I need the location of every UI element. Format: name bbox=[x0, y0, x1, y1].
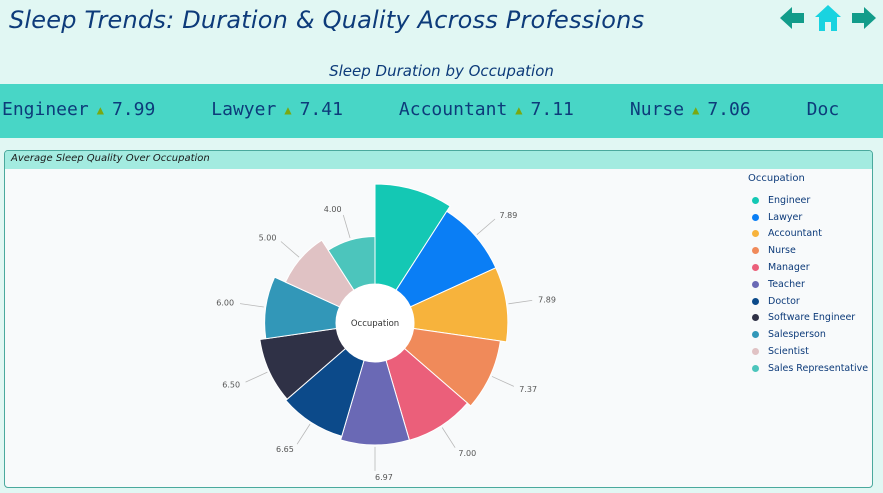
label-leader-line bbox=[296, 423, 311, 445]
data-label: 7.00 bbox=[458, 449, 476, 458]
legend-label: Scientist bbox=[768, 346, 809, 358]
ticker-label: Lawyer bbox=[211, 99, 277, 120]
legend-swatch bbox=[752, 314, 759, 322]
label-leader-line bbox=[441, 427, 456, 448]
ticker-label: Engineer bbox=[2, 99, 89, 120]
home-icon bbox=[815, 5, 841, 31]
forward-button[interactable] bbox=[849, 3, 879, 33]
legend-label: Engineer bbox=[768, 194, 811, 206]
ticker-label: Nurse bbox=[629, 99, 685, 120]
ticker-item: Engineer ▲ 7.99 bbox=[2, 99, 155, 120]
back-button[interactable] bbox=[777, 3, 807, 33]
page-title: Sleep Trends: Duration & Quality Across … bbox=[9, 6, 645, 34]
ticker-track: Engineer ▲ 7.99 Lawyer ▲ 7.41 Accountant ▲ 7.11 N… bbox=[2, 99, 883, 120]
legend-label: Software Engineer bbox=[768, 312, 856, 324]
legend-label: Doctor bbox=[768, 295, 800, 307]
triangle-up-icon: ▲ bbox=[692, 102, 700, 117]
legend-item[interactable]: Salesperson bbox=[748, 326, 868, 343]
legend-swatch bbox=[752, 264, 759, 272]
legend-item[interactable]: Sales Representative bbox=[748, 360, 868, 377]
triangle-up-icon: ▲ bbox=[96, 102, 104, 117]
ticker-subtitle: Sleep Duration by Occupation bbox=[329, 62, 554, 80]
data-label: 6.00 bbox=[216, 299, 234, 308]
legend-label: Sales Representative bbox=[768, 362, 869, 374]
data-label: 6.50 bbox=[222, 381, 240, 390]
label-leader-line bbox=[245, 371, 268, 383]
data-label: 7.37 bbox=[519, 385, 537, 394]
ticker-value: 7.11 bbox=[530, 99, 574, 120]
legend-item[interactable]: Engineer bbox=[748, 192, 868, 209]
rose-slice-scientist[interactable] bbox=[284, 239, 355, 308]
arrow-left-icon bbox=[780, 7, 804, 29]
rose-chart: 7.89 7.89 7.37 7.00 6.97 6.65 6.50 6.00 5.00 4.00… bbox=[216, 183, 556, 482]
ticker-item: Doc bbox=[807, 99, 840, 120]
label-leader-line bbox=[508, 300, 533, 305]
label-leader-line bbox=[476, 218, 496, 236]
legend-swatch bbox=[752, 331, 759, 339]
legend: Occupation Engineer Lawyer Accountant Nurse… bbox=[748, 173, 868, 377]
ticker-label: Doc bbox=[806, 99, 840, 120]
legend-label: Nurse bbox=[768, 245, 796, 257]
legend-swatch bbox=[752, 230, 759, 238]
legend-swatch bbox=[752, 213, 759, 221]
panel-title: Average Sleep Quality Over Occupation bbox=[5, 151, 872, 169]
ticker-value: 7.41 bbox=[299, 99, 343, 120]
legend-item[interactable]: Manager bbox=[748, 259, 868, 276]
legend-item[interactable]: Nurse bbox=[748, 242, 868, 259]
data-label: 6.65 bbox=[276, 445, 294, 454]
ticker-item: Lawyer ▲ 7.41 bbox=[211, 99, 343, 120]
data-label: 6.97 bbox=[375, 473, 393, 482]
legend-swatch bbox=[752, 364, 759, 372]
nav-buttons bbox=[777, 3, 879, 33]
legend-title: Occupation bbox=[748, 173, 805, 184]
ticker-value: 7.99 bbox=[111, 99, 156, 120]
label-leader-line bbox=[342, 214, 351, 239]
ticker-label: Accountant bbox=[398, 99, 508, 120]
data-label: 7.89 bbox=[500, 211, 518, 220]
data-label: 7.89 bbox=[538, 296, 556, 305]
legend-label: Manager bbox=[768, 262, 810, 274]
legend-label: Lawyer bbox=[768, 211, 803, 223]
data-label: 4.00 bbox=[324, 205, 342, 214]
legend-swatch bbox=[752, 196, 759, 204]
legend-item[interactable]: Accountant bbox=[748, 226, 868, 243]
legend-item[interactable]: Teacher bbox=[748, 276, 868, 293]
ticker-item: Accountant ▲ 7.11 bbox=[399, 99, 574, 120]
legend-swatch bbox=[752, 247, 759, 255]
label-leader-line bbox=[491, 376, 515, 387]
legend-items: Engineer Lawyer Accountant Nurse Manager Teac… bbox=[748, 192, 868, 377]
rose-slice-sales-representative[interactable] bbox=[327, 235, 376, 291]
center-label: Occupation bbox=[351, 319, 399, 329]
ticker-bar: Engineer ▲ 7.99 Lawyer ▲ 7.41 Accountant ▲ 7.11 N… bbox=[0, 84, 883, 138]
ticker-item: Nurse ▲ 7.06 bbox=[630, 99, 751, 120]
label-leader-line bbox=[280, 241, 300, 258]
arrow-right-icon bbox=[852, 7, 876, 29]
home-button[interactable] bbox=[813, 3, 843, 33]
chart-panel: Average Sleep Quality Over Occupation 7.… bbox=[4, 150, 873, 488]
triangle-up-icon: ▲ bbox=[515, 102, 523, 117]
legend-label: Salesperson bbox=[768, 329, 826, 341]
legend-item[interactable]: Software Engineer bbox=[748, 310, 868, 327]
label-leader-line bbox=[239, 303, 264, 308]
triangle-up-icon: ▲ bbox=[284, 102, 292, 117]
ticker-value: 7.06 bbox=[707, 99, 751, 120]
legend-label: Accountant bbox=[768, 228, 822, 240]
legend-swatch bbox=[752, 280, 759, 288]
legend-swatch bbox=[752, 297, 759, 305]
legend-item[interactable]: Scientist bbox=[748, 343, 868, 360]
legend-item[interactable]: Lawyer bbox=[748, 209, 868, 226]
rose-center bbox=[336, 284, 414, 362]
legend-item[interactable]: Doctor bbox=[748, 293, 868, 310]
data-label: 5.00 bbox=[259, 234, 277, 243]
legend-swatch bbox=[752, 348, 759, 356]
legend-label: Teacher bbox=[768, 278, 805, 290]
